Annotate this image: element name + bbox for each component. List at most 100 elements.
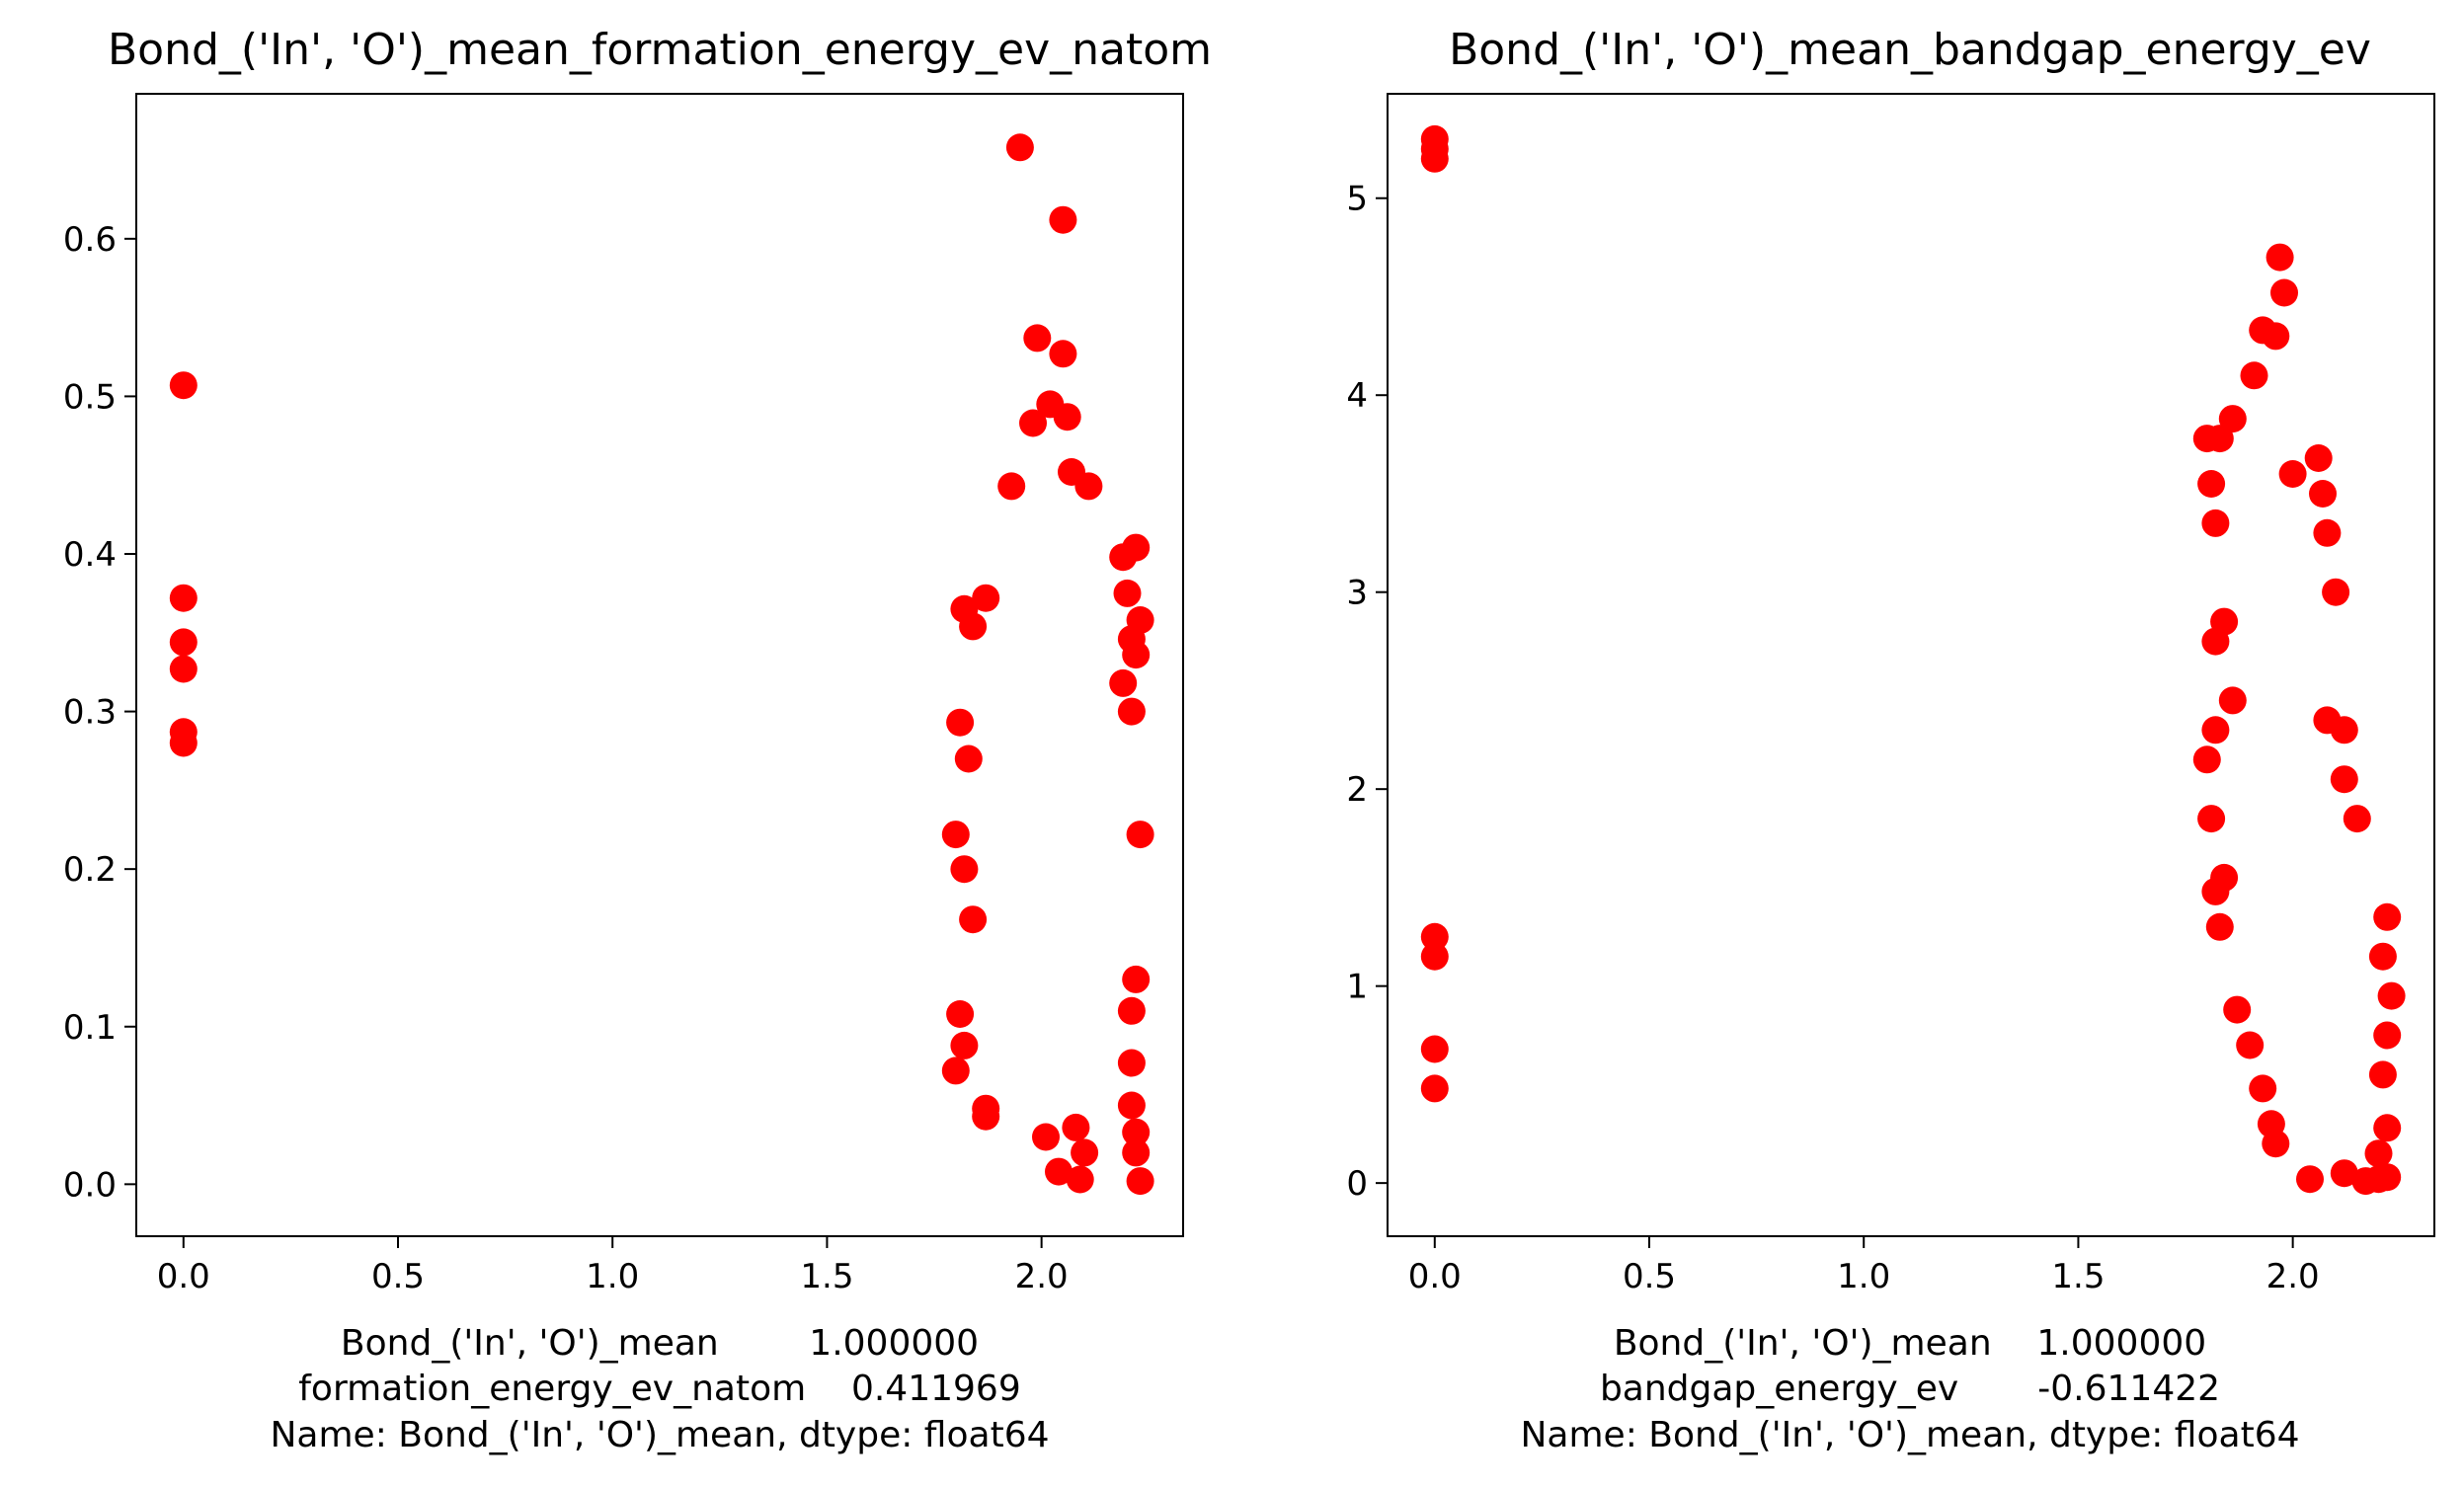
scatter-point-19 xyxy=(2322,578,2350,606)
scatter-point-2 xyxy=(169,628,198,657)
y-tick-label: 5 xyxy=(1346,180,1368,219)
y-tick-label: 0.4 xyxy=(63,535,117,575)
scatter-point-11 xyxy=(2240,361,2268,390)
scatter-point-39 xyxy=(1117,1091,1146,1120)
scatter-points xyxy=(1420,124,2406,1196)
y-tick-label: 3 xyxy=(1346,574,1368,613)
scatter-point-24 xyxy=(2218,686,2247,715)
scatter-point-49 xyxy=(2330,765,2358,794)
scatter-point-32 xyxy=(959,905,988,934)
scatter-point-25 xyxy=(954,744,983,773)
formation-energy-scatter-chart: Bond_('In', 'O')_mean_formation_energy_e… xyxy=(63,25,1212,1455)
scatter-point-27 xyxy=(2197,805,2226,833)
scatter-point-45 xyxy=(1032,1123,1060,1151)
scatter-point-43 xyxy=(1045,1157,1073,1186)
x-axis-label-line-3: Name: Bond_('In', 'O')_mean, dtype: floa… xyxy=(270,1415,1049,1455)
x-axis-label-line-1: Bond_('In', 'O')_mean 1.000000 xyxy=(1614,1323,2206,1364)
scatter-point-49 xyxy=(1122,965,1151,993)
scatter-point-39 xyxy=(2373,1163,2402,1192)
scatter-point-29 xyxy=(2201,877,2230,905)
chart-title: Bond_('In', 'O')_mean_formation_energy_e… xyxy=(108,25,1212,75)
y-tick-label: 0.2 xyxy=(63,850,117,890)
scatter-point-30 xyxy=(950,855,979,884)
scatter-point-31 xyxy=(2223,995,2252,1024)
scatter-point-36 xyxy=(2296,1165,2324,1194)
scatter-point-31 xyxy=(1126,821,1154,849)
scatter-point-33 xyxy=(2249,1074,2277,1103)
scatter-point-3 xyxy=(169,655,198,683)
y-axis-ticks: 0.0 0.1 0.2 0.3 0.4 0.5 0.6 xyxy=(63,220,136,1205)
x-tick-label: 2.0 xyxy=(2266,1257,2320,1296)
scatter-point-20 xyxy=(959,612,988,641)
scatter-point-17 xyxy=(1109,543,1138,572)
scatter-point-35 xyxy=(941,1057,970,1085)
scatter-point-44 xyxy=(2373,1021,2402,1050)
scatter-point-18 xyxy=(1113,579,1142,607)
x-axis-label-line-2: bandgap_energy_ev -0.611422 xyxy=(1600,1369,2220,1409)
scatter-points xyxy=(169,133,1154,1196)
scatter-point-41 xyxy=(1122,1138,1151,1167)
y-tick-label: 4 xyxy=(1346,376,1368,416)
scatter-point-15 xyxy=(2278,460,2307,488)
x-tick-label: 1.5 xyxy=(800,1257,853,1296)
scatter-point-9 xyxy=(1049,340,1077,368)
scatter-point-38 xyxy=(1117,1049,1146,1077)
plot-frame xyxy=(135,93,1184,1237)
scatter-point-14 xyxy=(1074,472,1103,501)
bandgap-energy-scatter-chart: Bond_('In', 'O')_mean_bandgap_energy_ev … xyxy=(1346,25,2435,1455)
scatter-point-11 xyxy=(1036,390,1065,419)
x-tick-label: 2.0 xyxy=(1015,1257,1069,1296)
scatter-point-40 xyxy=(1122,1118,1151,1146)
scatter-point-29 xyxy=(941,821,970,849)
y-tick-label: 0.3 xyxy=(63,693,117,733)
scatter-point-24 xyxy=(946,708,975,737)
scatter-point-42 xyxy=(1126,1167,1154,1196)
scatter-point-42 xyxy=(2373,1114,2402,1142)
scatter-point-51 xyxy=(2330,716,2358,744)
scatter-point-45 xyxy=(2377,981,2406,1010)
scatter-point-1 xyxy=(169,584,198,612)
scatter-point-32 xyxy=(2236,1031,2265,1059)
scatter-point-37 xyxy=(972,1102,1000,1131)
scatter-point-34 xyxy=(950,1031,979,1059)
scatter-point-5 xyxy=(1420,1035,1449,1063)
scatter-point-26 xyxy=(1122,641,1151,669)
x-tick-label: 0.0 xyxy=(157,1257,210,1296)
scatter-point-26 xyxy=(2192,745,2221,774)
x-axis-label-line-1: Bond_('In', 'O')_mean 1.000000 xyxy=(341,1323,979,1364)
x-axis-ticks: 0.0 0.5 1.0 1.5 2.0 xyxy=(1408,1236,2320,1296)
scatter-point-44 xyxy=(1066,1165,1094,1194)
x-tick-label: 1.0 xyxy=(1837,1257,1890,1296)
scatter-point-41 xyxy=(2364,1139,2393,1168)
scatter-point-6 xyxy=(1005,133,1034,162)
scatter-point-27 xyxy=(1109,668,1138,697)
scatter-point-2 xyxy=(1420,144,1449,173)
x-tick-label: 0.5 xyxy=(371,1257,425,1296)
scatter-point-7 xyxy=(2265,243,2294,272)
scatter-point-10 xyxy=(2262,322,2290,351)
scatter-point-16 xyxy=(2304,444,2333,472)
x-axis-ticks: 0.0 0.5 1.0 1.5 2.0 xyxy=(157,1236,1069,1296)
scatter-point-14 xyxy=(2192,425,2221,453)
scatter-point-18 xyxy=(2313,518,2342,547)
x-axis-label-line-2: formation_energy_ev_natom 0.411969 xyxy=(298,1369,1020,1409)
x-tick-label: 0.0 xyxy=(1408,1257,1462,1296)
scatter-point-3 xyxy=(1420,922,1449,951)
scatter-point-43 xyxy=(2368,1060,2397,1089)
scatter-point-21 xyxy=(972,584,1000,612)
scatter-point-7 xyxy=(1049,205,1077,234)
scatter-point-48 xyxy=(2343,805,2371,833)
y-tick-label: 0 xyxy=(1346,1164,1368,1204)
scatter-point-47 xyxy=(1071,1138,1099,1167)
x-tick-label: 1.5 xyxy=(2051,1257,2105,1296)
y-tick-label: 0.6 xyxy=(63,220,117,260)
scatter-point-15 xyxy=(997,472,1026,501)
y-axis-ticks: 0 1 2 3 4 5 xyxy=(1346,180,1388,1204)
scatter-point-48 xyxy=(1117,996,1146,1025)
scatter-point-25 xyxy=(2201,716,2230,744)
scatter-point-8 xyxy=(2270,278,2298,307)
x-axis-label-line-3: Name: Bond_('In', 'O')_mean, dtype: floa… xyxy=(1520,1415,2299,1455)
scatter-point-8 xyxy=(1023,324,1052,353)
